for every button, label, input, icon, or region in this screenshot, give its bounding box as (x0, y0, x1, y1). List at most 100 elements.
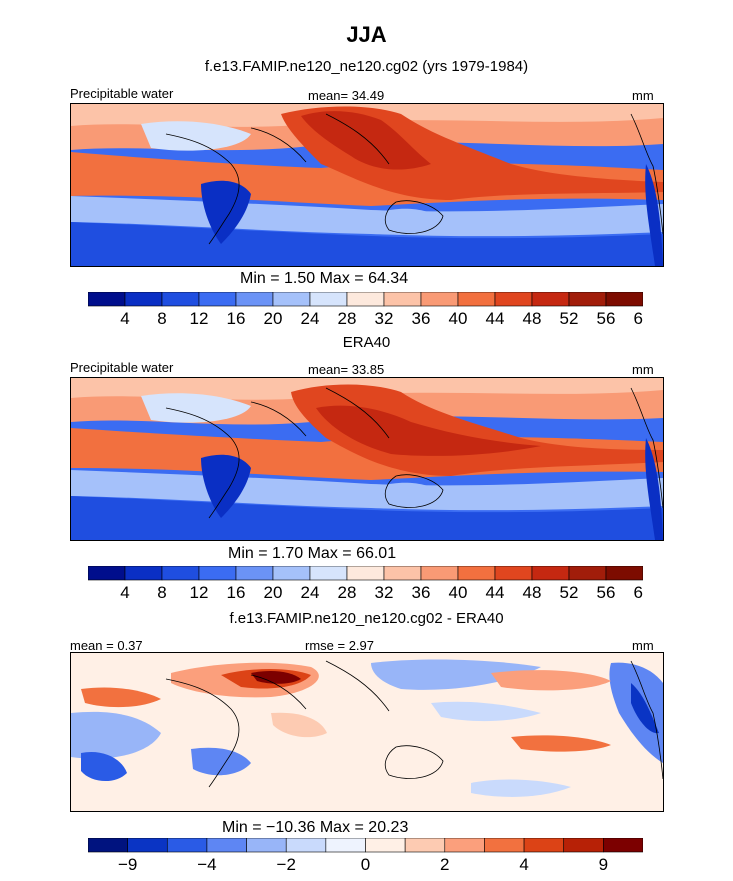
colorbar-tick-label: 44 (486, 583, 505, 602)
colorbar-swatch (420, 291, 459, 307)
colorbar-tick-label: −2 (277, 855, 296, 874)
panel-3-mean-label: mean = 0.37 (70, 638, 143, 653)
colorbar-swatch (166, 837, 208, 853)
colorbar-tick-label: 20 (264, 309, 283, 328)
colorbar-tick-label: 4 (120, 309, 129, 328)
colorbar-swatch (523, 837, 565, 853)
panel-2-mean-label: mean= 33.85 (308, 362, 385, 377)
colorbar-tick-label: 12 (190, 583, 209, 602)
colorbar-swatch (235, 291, 274, 307)
colorbar-tick-label: 4 (120, 583, 129, 602)
colorbar-swatch (346, 291, 385, 307)
panel-3-colorbar: −9 −4 −2 0 2 4 9 (87, 837, 644, 876)
colorbar-tick-label: 24 (301, 309, 320, 328)
colorbar-tick-label: 56 (597, 309, 616, 328)
panel-3-map (70, 652, 664, 812)
colorbar-swatch (494, 291, 533, 307)
panel-1-subtitle: f.e13.FAMIP.ne120_ne120.cg02 (yrs 1979-1… (204, 58, 529, 75)
panel-3-units-label: mm (632, 638, 654, 653)
colorbar-tick-label: 48 (523, 309, 542, 328)
panel-2-variable-label: Precipitable water (70, 360, 174, 375)
colorbar-tick-label: 16 (227, 583, 246, 602)
colorbar-tick-label: −9 (118, 855, 137, 874)
colorbar-swatch (206, 837, 247, 853)
colorbar-tick-label: 24 (301, 583, 320, 602)
colorbar-tick-label: 20 (264, 583, 283, 602)
panel-2-units-label: mm (632, 362, 654, 377)
colorbar-swatch (444, 837, 485, 853)
panel-1-minmax: Min = 1.50 Max = 64.34 (240, 270, 409, 287)
colorbar-tick-label: 4 (519, 855, 528, 874)
colorbar-tick-label: 0 (361, 855, 370, 874)
colorbar-swatch (531, 565, 570, 581)
colorbar-tick-label: 16 (227, 309, 246, 328)
colorbar-swatch (605, 565, 644, 581)
colorbar-swatch (124, 565, 163, 581)
colorbar-swatch (87, 565, 126, 581)
colorbar-tick-label: 12 (190, 309, 209, 328)
colorbar-tick-label: 32 (375, 309, 394, 328)
colorbar-tick-label: 8 (157, 309, 166, 328)
colorbar-swatch (346, 565, 385, 581)
colorbar-tick-label: 28 (338, 583, 357, 602)
figure-title: JJA (346, 22, 387, 47)
colorbar-swatch (235, 565, 274, 581)
colorbar-swatch (420, 565, 459, 581)
colorbar-tick-label: 60 (634, 583, 643, 602)
colorbar-swatch (161, 565, 200, 581)
colorbar-tick-label: 36 (412, 583, 431, 602)
colorbar-tick-label: −4 (197, 855, 216, 874)
colorbar-swatch (365, 837, 406, 853)
colorbar-swatch (246, 837, 287, 853)
panel-2-minmax: Min = 1.70 Max = 66.01 (228, 545, 397, 562)
colorbar-tick-label: 8 (157, 583, 166, 602)
colorbar-tick-label: 40 (449, 583, 468, 602)
panel-1-variable-label: Precipitable water (70, 86, 174, 101)
colorbar-swatch (568, 291, 607, 307)
colorbar-tick-label: 44 (486, 309, 505, 328)
colorbar-swatch (124, 291, 163, 307)
colorbar-swatch (272, 291, 311, 307)
colorbar-tick-label: 56 (597, 583, 616, 602)
panel-1-units-label: mm (632, 88, 654, 103)
colorbar-tick-label: 32 (375, 583, 394, 602)
colorbar-swatch (285, 837, 327, 853)
panel-2-subtitle: ERA40 (342, 334, 391, 351)
panel-1-colorbar: 4812162024283236404448525660 (87, 291, 652, 330)
colorbar-swatch (457, 291, 496, 307)
colorbar-tick-label: 52 (560, 309, 579, 328)
colorbar-tick-label: 36 (412, 309, 431, 328)
colorbar-swatch (494, 565, 533, 581)
colorbar-tick-label: 28 (338, 309, 357, 328)
colorbar-swatch (87, 291, 126, 307)
colorbar-swatch (531, 291, 570, 307)
colorbar-tick-label: 52 (560, 583, 579, 602)
colorbar-tick-label: 9 (599, 855, 608, 874)
colorbar-swatch (484, 837, 525, 853)
colorbar-swatch (309, 291, 348, 307)
colorbar-swatch (198, 291, 237, 307)
colorbar-swatch (272, 565, 311, 581)
panel-2-colorbar: 4812162024283236404448525660 (87, 565, 652, 604)
panel-2-map (70, 377, 664, 541)
colorbar-swatch (161, 291, 200, 307)
colorbar-swatch (457, 565, 496, 581)
panel-1-field (71, 104, 663, 266)
panel-1-map (70, 103, 664, 267)
panel-2-field (71, 378, 663, 540)
colorbar-swatch (603, 837, 644, 853)
panel-3-subtitle: f.e13.FAMIP.ne120_ne120.cg02 - ERA40 (229, 610, 504, 627)
colorbar-tick-label: 60 (634, 309, 643, 328)
colorbar-swatch (198, 565, 237, 581)
colorbar-swatch (325, 837, 366, 853)
panel-3-field (71, 653, 663, 811)
colorbar-swatch (605, 291, 644, 307)
colorbar-tick-label: 48 (523, 583, 542, 602)
panel-1-mean-label: mean= 34.49 (308, 88, 385, 103)
colorbar-swatch (87, 837, 128, 853)
colorbar-swatch (383, 291, 422, 307)
colorbar-swatch (568, 565, 607, 581)
colorbar-tick-label: 40 (449, 309, 468, 328)
colorbar-swatch (309, 565, 348, 581)
colorbar-swatch (404, 837, 446, 853)
